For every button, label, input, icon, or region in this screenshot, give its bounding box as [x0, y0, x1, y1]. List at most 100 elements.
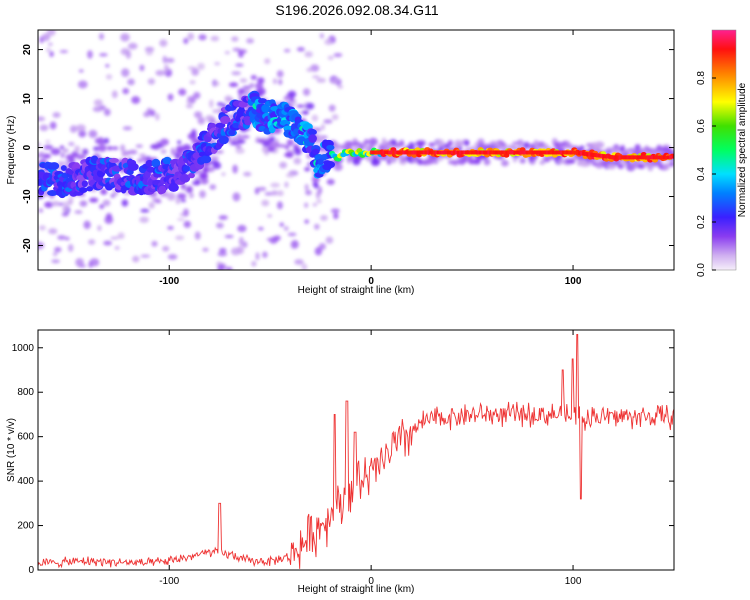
- spectrogram-cell: [453, 139, 463, 148]
- spectrogram-cell: [314, 223, 320, 230]
- spectrogram-cell: [658, 163, 663, 170]
- figure-title: S196.2026.092.08.34.G11: [275, 2, 438, 18]
- spectrogram-cell: [205, 115, 214, 122]
- spectrogram-cell: [51, 200, 60, 207]
- spectrogram-cell: [240, 134, 250, 139]
- spectrogram-cell: [616, 155, 620, 160]
- spectrogram-cell: [408, 150, 412, 155]
- spectrogram-cell: [494, 142, 501, 146]
- spectrogram-cell: [435, 139, 445, 147]
- spectrogram-cell: [57, 235, 66, 240]
- spectrogram-cell: [272, 78, 278, 85]
- spectrogram-cell: [175, 145, 184, 154]
- spectrogram-cell: [266, 237, 275, 241]
- spectrogram-cell: [547, 150, 551, 155]
- spectrogram-cell: [191, 67, 200, 76]
- spectrogram-cell: [636, 155, 640, 160]
- spectrogram-cell: [607, 164, 616, 170]
- spectrogram-cell: [74, 210, 83, 214]
- spectrogram-cell: [497, 150, 501, 155]
- spectrogram-cell: [666, 155, 670, 160]
- snr-y-label: SNR (10 * v/v): [6, 418, 17, 482]
- spectrogram-cell: [68, 197, 74, 204]
- spectrogram-cell: [187, 32, 195, 41]
- spectrogram-cell: [165, 57, 175, 63]
- spectrogram-cell: [197, 62, 205, 71]
- spectrogram-cell: [372, 150, 376, 155]
- spectrogram-x-tick-label: 100: [565, 276, 582, 287]
- spectrogram-ridge-line: [370, 150, 672, 160]
- spectrogram-cell: [243, 171, 252, 177]
- spectrogram-cell: [493, 150, 497, 155]
- spectrogram-cell: [302, 88, 311, 96]
- spectrogram-cell: [314, 247, 323, 256]
- spectrogram-cell: [270, 182, 281, 188]
- spectrogram-cell: [304, 202, 309, 208]
- spectrogram-cell: [346, 159, 352, 164]
- spectrogram-cell: [255, 82, 264, 90]
- spectrogram-cell: [183, 37, 189, 45]
- spectrogram-cell: [334, 149, 340, 154]
- spectrogram-cell: [246, 38, 254, 44]
- spectrogram-cell: [481, 150, 485, 155]
- spectrogram-cell: [648, 155, 652, 160]
- spectrogram-cell: [577, 159, 588, 167]
- spectrogram-cell: [458, 150, 462, 155]
- spectrogram-cell: [452, 150, 456, 155]
- spectrogram-cell: [316, 77, 326, 83]
- spectrogram-cell: [512, 141, 520, 145]
- spectrogram-cell: [521, 150, 525, 155]
- spectrogram-cell: [606, 150, 612, 155]
- spectrogram-cell: [557, 159, 566, 164]
- spectrogram-cell: [209, 184, 217, 190]
- spectrogram-cell: [320, 123, 325, 131]
- spectrogram-cell: [148, 201, 155, 209]
- spectrogram-cell: [189, 80, 196, 85]
- spectrogram-cell: [436, 150, 440, 155]
- spectrogram-cell: [231, 71, 241, 76]
- spectrogram-cell: [294, 147, 302, 156]
- spectrogram-cell: [141, 156, 148, 162]
- spectrogram-cell: [390, 150, 394, 155]
- spectrogram-cell: [48, 228, 58, 235]
- spectrogram-cell: [304, 183, 309, 191]
- spectrogram-cell: [654, 155, 658, 160]
- spectrogram-cell: [304, 51, 313, 58]
- spectrogram-cell: [442, 150, 446, 155]
- spectrogram-cell: [515, 150, 519, 155]
- spectrogram-cell: [390, 139, 397, 146]
- spectrogram-cell: [313, 183, 319, 189]
- spectrogram-cell: [652, 155, 656, 160]
- colorbar-tick-label: 0.8: [696, 71, 707, 85]
- spectrogram-cell: [46, 47, 51, 53]
- spectrogram-cell: [193, 111, 203, 119]
- spectrogram-cell: [301, 110, 310, 114]
- spectrogram-cell: [81, 180, 88, 188]
- spectrogram-cell: [189, 95, 196, 104]
- spectrogram-cell: [100, 188, 108, 195]
- spectrogram-cell: [376, 150, 380, 155]
- spectrogram-cell: [237, 139, 246, 144]
- colorbar-tick-label: 0.4: [696, 167, 707, 181]
- spectrogram-cell: [213, 81, 220, 87]
- spectrogram-cell: [606, 154, 610, 159]
- snr-y-ticks: 1000 800 600 400 200 0: [12, 343, 674, 576]
- spectrogram-cell: [180, 183, 186, 190]
- spectrogram-cell: [269, 141, 280, 149]
- spectrogram-cell: [283, 152, 294, 158]
- spectrogram-cell: [286, 139, 294, 147]
- spectrogram-cell: [401, 156, 406, 162]
- spectrogram-cell: [197, 116, 206, 125]
- spectrogram-cell: [47, 189, 59, 197]
- snr-y-tick-label: 600: [17, 432, 34, 443]
- spectrogram-cell: [632, 155, 636, 160]
- spectrogram-cells: [38, 30, 674, 270]
- spectrogram-cell: [195, 178, 200, 185]
- spectrogram-cell: [331, 114, 339, 121]
- spectrogram-cell: [38, 225, 46, 231]
- spectrogram-cell: [370, 150, 374, 155]
- spectrogram-cell: [495, 150, 499, 155]
- spectrogram-cell: [160, 149, 167, 154]
- spectrogram-cell: [257, 77, 265, 84]
- spectrogram-cell: [294, 259, 304, 265]
